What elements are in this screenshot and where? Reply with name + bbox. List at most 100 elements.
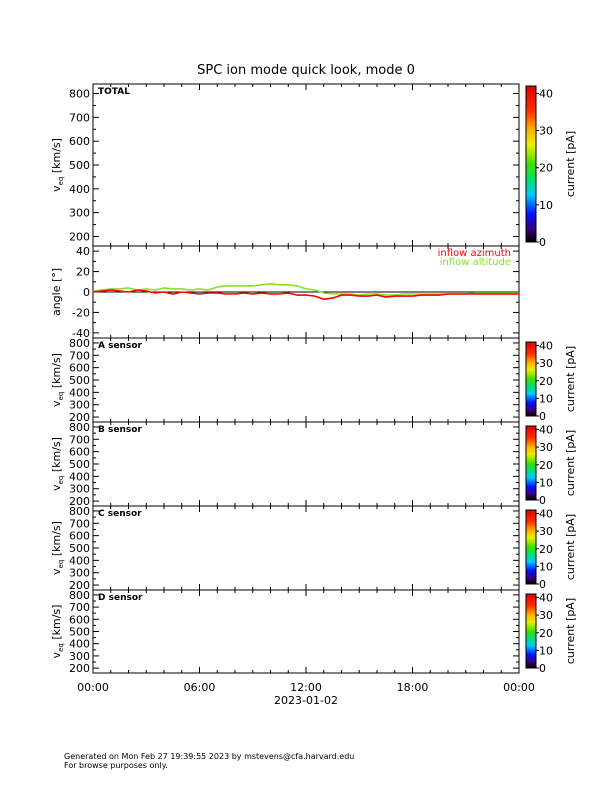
figure-title: SPC ion mode quick look, mode 0 xyxy=(197,63,415,78)
y-tick-label: 600 xyxy=(69,135,90,148)
y-axis-label: angle [°] xyxy=(50,268,63,316)
y-tick-label: 700 xyxy=(69,349,90,362)
panel-1: -40 -20 0 20 40 angle [°] inflow azimuthinflow… xyxy=(50,245,520,340)
y-axis-label: veq [km/s] xyxy=(50,138,65,192)
footer-line-1: Generated on Mon Feb 27 19:39:55 2023 by… xyxy=(64,752,354,761)
y-tick-label: 700 xyxy=(69,601,90,614)
y-tick-label: 600 xyxy=(69,446,90,459)
x-axis: 00:00 06:00 12:00 18:00 00:00 2023-01-02 xyxy=(77,681,535,707)
panel-label: C sensor xyxy=(98,509,142,519)
x-date-label: 2023-01-02 xyxy=(274,694,338,707)
y-tick-label: 40 xyxy=(76,245,90,258)
y-tick-label: 800 xyxy=(69,505,90,518)
y-axis-label: veq [km/s] xyxy=(50,521,65,575)
y-tick-label: 200 xyxy=(69,495,90,508)
colorbar-tick-label: 0 xyxy=(539,494,546,507)
y-tick-label: 500 xyxy=(69,542,90,555)
y-tick-label: 300 xyxy=(69,567,90,580)
panel-frame xyxy=(92,337,520,423)
panel-frame xyxy=(92,589,520,674)
y-tick-label: 600 xyxy=(69,362,90,375)
y-tick-label: 800 xyxy=(69,88,90,101)
y-tick-label: 200 xyxy=(69,411,90,424)
colorbar-label: current [pA] xyxy=(564,131,577,197)
y-tick-label: 400 xyxy=(69,386,90,399)
y-tick-label: 400 xyxy=(69,554,90,567)
panel-frame xyxy=(92,83,520,247)
x-tick-label: 06:00 xyxy=(184,681,216,694)
colorbar-tick-label: 0 xyxy=(539,578,546,591)
legend-entry-inflow-altitude: inflow altitude xyxy=(440,257,511,268)
colorbar-label: current [pA] xyxy=(564,514,577,580)
y-tick-label: 800 xyxy=(69,589,90,602)
colorbar-tick-label: 10 xyxy=(539,476,553,489)
colorbar-tick-label: 30 xyxy=(539,525,553,538)
colorbar-tick-label: 20 xyxy=(539,543,553,556)
x-tick-label: 12:00 xyxy=(290,681,322,694)
y-tick-label: 500 xyxy=(69,626,90,639)
y-tick-label: 800 xyxy=(69,337,90,350)
y-tick-label: 700 xyxy=(69,433,90,446)
colorbar xyxy=(525,509,537,585)
y-tick-label: 300 xyxy=(69,399,90,412)
x-tick-label: 18:00 xyxy=(397,681,429,694)
panel-label: B sensor xyxy=(98,425,142,435)
y-tick-label: 700 xyxy=(69,111,90,124)
y-tick-label: -40 xyxy=(72,327,90,340)
colorbar xyxy=(525,425,537,501)
y-tick-label: 300 xyxy=(69,650,90,663)
y-tick-label: 500 xyxy=(69,458,90,471)
y-tick-label: 200 xyxy=(69,662,90,675)
colorbar-tick-label: 0 xyxy=(539,410,546,423)
colorbar-tick-label: 20 xyxy=(539,162,553,175)
y-tick-label: 600 xyxy=(69,613,90,626)
x-tick-label: 00:00 xyxy=(503,681,535,694)
colorbar-tick-label: 10 xyxy=(539,644,553,657)
y-tick-label: 0 xyxy=(83,286,90,299)
y-tick-label: -20 xyxy=(72,306,90,319)
x-tick-label: 00:00 xyxy=(77,681,109,694)
colorbar-tick-label: 40 xyxy=(539,340,553,353)
colorbar-tick-label: 40 xyxy=(539,424,553,437)
panel-label: TOTAL xyxy=(98,87,130,97)
colorbar-label: current [pA] xyxy=(564,598,577,664)
colorbar-tick-label: 10 xyxy=(539,392,553,405)
colorbar-tick-label: 30 xyxy=(539,441,553,454)
panel-frame xyxy=(92,421,520,507)
legend-entry-inflow-azimuth: inflow azimuth xyxy=(438,248,511,259)
series-line-inflow-azimuth xyxy=(93,289,519,301)
y-tick-label: 800 xyxy=(69,421,90,434)
colorbar-tick-label: 30 xyxy=(539,125,553,138)
colorbar-tick-label: 0 xyxy=(539,662,546,675)
y-tick-label: 700 xyxy=(69,517,90,530)
y-tick-label: 20 xyxy=(76,266,90,279)
y-axis-label: veq [km/s] xyxy=(50,605,65,659)
panel-frame xyxy=(92,505,520,591)
footer-line-2: For browse purposes only. xyxy=(64,761,168,770)
y-tick-label: 300 xyxy=(69,483,90,496)
y-tick-label: 200 xyxy=(69,230,90,243)
colorbar-tick-label: 20 xyxy=(539,375,553,388)
y-tick-label: 400 xyxy=(69,638,90,651)
colorbar-tick-label: 40 xyxy=(539,592,553,605)
colorbar xyxy=(525,85,537,243)
colorbar-label: current [pA] xyxy=(564,430,577,496)
panel-label: A sensor xyxy=(98,341,143,351)
colorbar-label: current [pA] xyxy=(564,346,577,412)
y-tick-label: 200 xyxy=(69,579,90,592)
y-tick-label: 400 xyxy=(69,183,90,196)
y-tick-label: 500 xyxy=(69,374,90,387)
colorbar-tick-label: 10 xyxy=(539,199,553,212)
colorbar-tick-label: 20 xyxy=(539,627,553,640)
panel-label: D sensor xyxy=(98,593,143,603)
colorbar xyxy=(525,341,537,417)
colorbar-tick-label: 40 xyxy=(539,87,553,100)
y-axis-label: veq [km/s] xyxy=(50,437,65,491)
colorbar-tick-label: 30 xyxy=(539,357,553,370)
colorbar-tick-label: 40 xyxy=(539,508,553,521)
